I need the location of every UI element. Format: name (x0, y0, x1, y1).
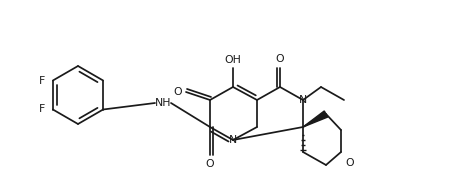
Text: O: O (174, 87, 182, 97)
Text: N: N (299, 95, 307, 105)
Text: O: O (206, 159, 214, 169)
Text: F: F (39, 77, 45, 87)
Text: OH: OH (225, 55, 242, 65)
Text: O: O (346, 158, 354, 168)
Text: N: N (229, 135, 237, 145)
Text: F: F (39, 103, 45, 114)
Polygon shape (303, 111, 328, 127)
Text: NH: NH (155, 98, 171, 108)
Text: O: O (276, 54, 284, 64)
